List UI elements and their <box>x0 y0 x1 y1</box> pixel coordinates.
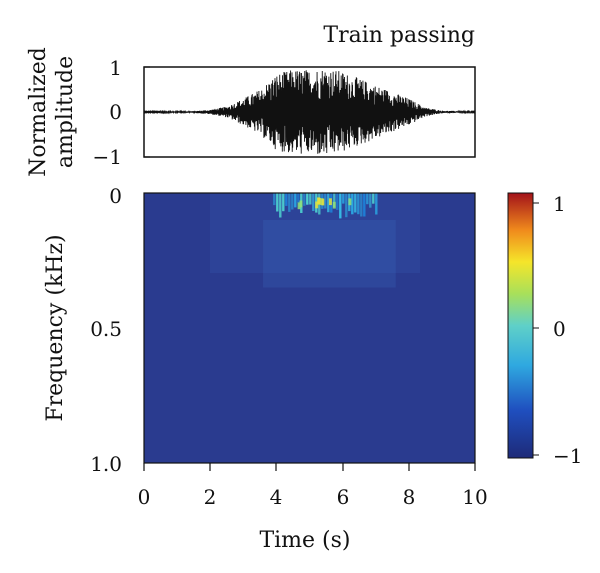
wave-ylabel-line-2: amplitude <box>53 56 78 168</box>
spectrogram-xtick-label: 10 <box>462 485 487 509</box>
wave-ylabel: Normalized amplitude <box>26 47 78 177</box>
spectrogram-ytick-label: 0.5 <box>90 317 122 341</box>
spectrogram-streak <box>339 193 342 219</box>
colorbar: 1 0 −1 <box>507 192 582 468</box>
wave-line <box>144 70 475 154</box>
spectrogram-streak <box>297 193 300 203</box>
spectrogram-ytick-label: 1.0 <box>90 452 122 476</box>
spectrogram-peak <box>332 201 336 209</box>
spectrogram-peak <box>321 198 325 206</box>
spectrogram-streak <box>342 193 345 204</box>
spectrogram-plot <box>144 193 475 463</box>
spectrogram-streak <box>354 193 357 213</box>
colorbar-tick-label: 0 <box>553 317 566 341</box>
spectrogram-streak <box>372 193 375 204</box>
spectrogram-streak <box>312 193 315 211</box>
spectrogram-streak <box>327 193 330 213</box>
spectrogram-peak <box>299 200 303 208</box>
spectrogram-faint-band <box>210 193 420 273</box>
spectrogram-peak <box>348 198 352 206</box>
spectrogram-streak <box>288 193 291 212</box>
spectrogram-ylabel: Frequency (kHz) <box>43 234 68 421</box>
wave-ylabel-line-1: Normalized <box>26 47 51 177</box>
spectrogram-peak <box>315 201 319 209</box>
spectrogram-peak <box>317 197 321 205</box>
wave-ytick-label: 1 <box>109 56 122 80</box>
spectrogram-streak <box>351 193 354 215</box>
spectrogram-glow <box>263 220 396 288</box>
spectrogram-streak <box>375 193 378 215</box>
spectrogram-streak <box>357 193 360 215</box>
spectrogram-streak <box>360 193 363 217</box>
wave-ytick-label: 0 <box>109 100 122 124</box>
spectrogram-streak <box>333 193 336 208</box>
spectrogram-xticks: 0 2 4 6 8 10 <box>138 463 488 509</box>
spectrogram-hotspot <box>263 193 396 288</box>
wave-plot <box>144 70 475 154</box>
spectrogram-streak <box>282 193 285 212</box>
spectrogram-ytick-label: 0 <box>109 184 122 208</box>
spectrogram-streak <box>369 193 372 208</box>
spectrogram-streak <box>324 193 327 209</box>
spectrogram-streak <box>306 193 309 205</box>
spectrogram-streak <box>285 193 288 206</box>
spectrogram-streak <box>279 193 282 218</box>
wave-title: Train passing <box>323 23 475 48</box>
spectrogram-streak <box>366 193 369 205</box>
spectrogram-xtick-label: 2 <box>204 485 217 509</box>
spectrogram-streak <box>309 193 312 205</box>
spectrogram-background <box>144 193 475 463</box>
spectrogram-streak <box>273 193 276 206</box>
wave-frame <box>143 66 476 158</box>
spectrogram-streak <box>294 193 297 208</box>
spectrogram-xtick-label: 4 <box>270 485 283 509</box>
wave-ytick-label: −1 <box>93 145 122 169</box>
spectrogram-xtick-label: 8 <box>403 485 416 509</box>
spectrogram-yticks: 0 0.5 1.0 <box>90 184 122 476</box>
spectrogram-peak <box>297 202 301 210</box>
colorbar-frame <box>507 192 534 459</box>
colorbar-tick-label: 1 <box>553 192 566 216</box>
spectrogram-xtick-label: 6 <box>337 485 350 509</box>
spectrogram-streak <box>303 193 306 206</box>
spectrogram-peak <box>328 198 332 206</box>
spectrogram-streak <box>291 193 294 210</box>
spectrogram-streak <box>345 193 348 218</box>
spectrogram-streak <box>276 193 279 212</box>
spectrogram-frame <box>143 192 476 464</box>
spectrogram-xtick-label: 0 <box>138 485 151 509</box>
spectrogram-streak <box>336 193 339 210</box>
colorbar-gradient <box>508 193 533 458</box>
wave-yticks: 1 0 −1 <box>93 56 150 169</box>
colorbar-tick-label: −1 <box>553 444 582 468</box>
spectrogram-xlabel: Time (s) <box>259 528 350 553</box>
spectrogram-streak <box>363 193 366 217</box>
